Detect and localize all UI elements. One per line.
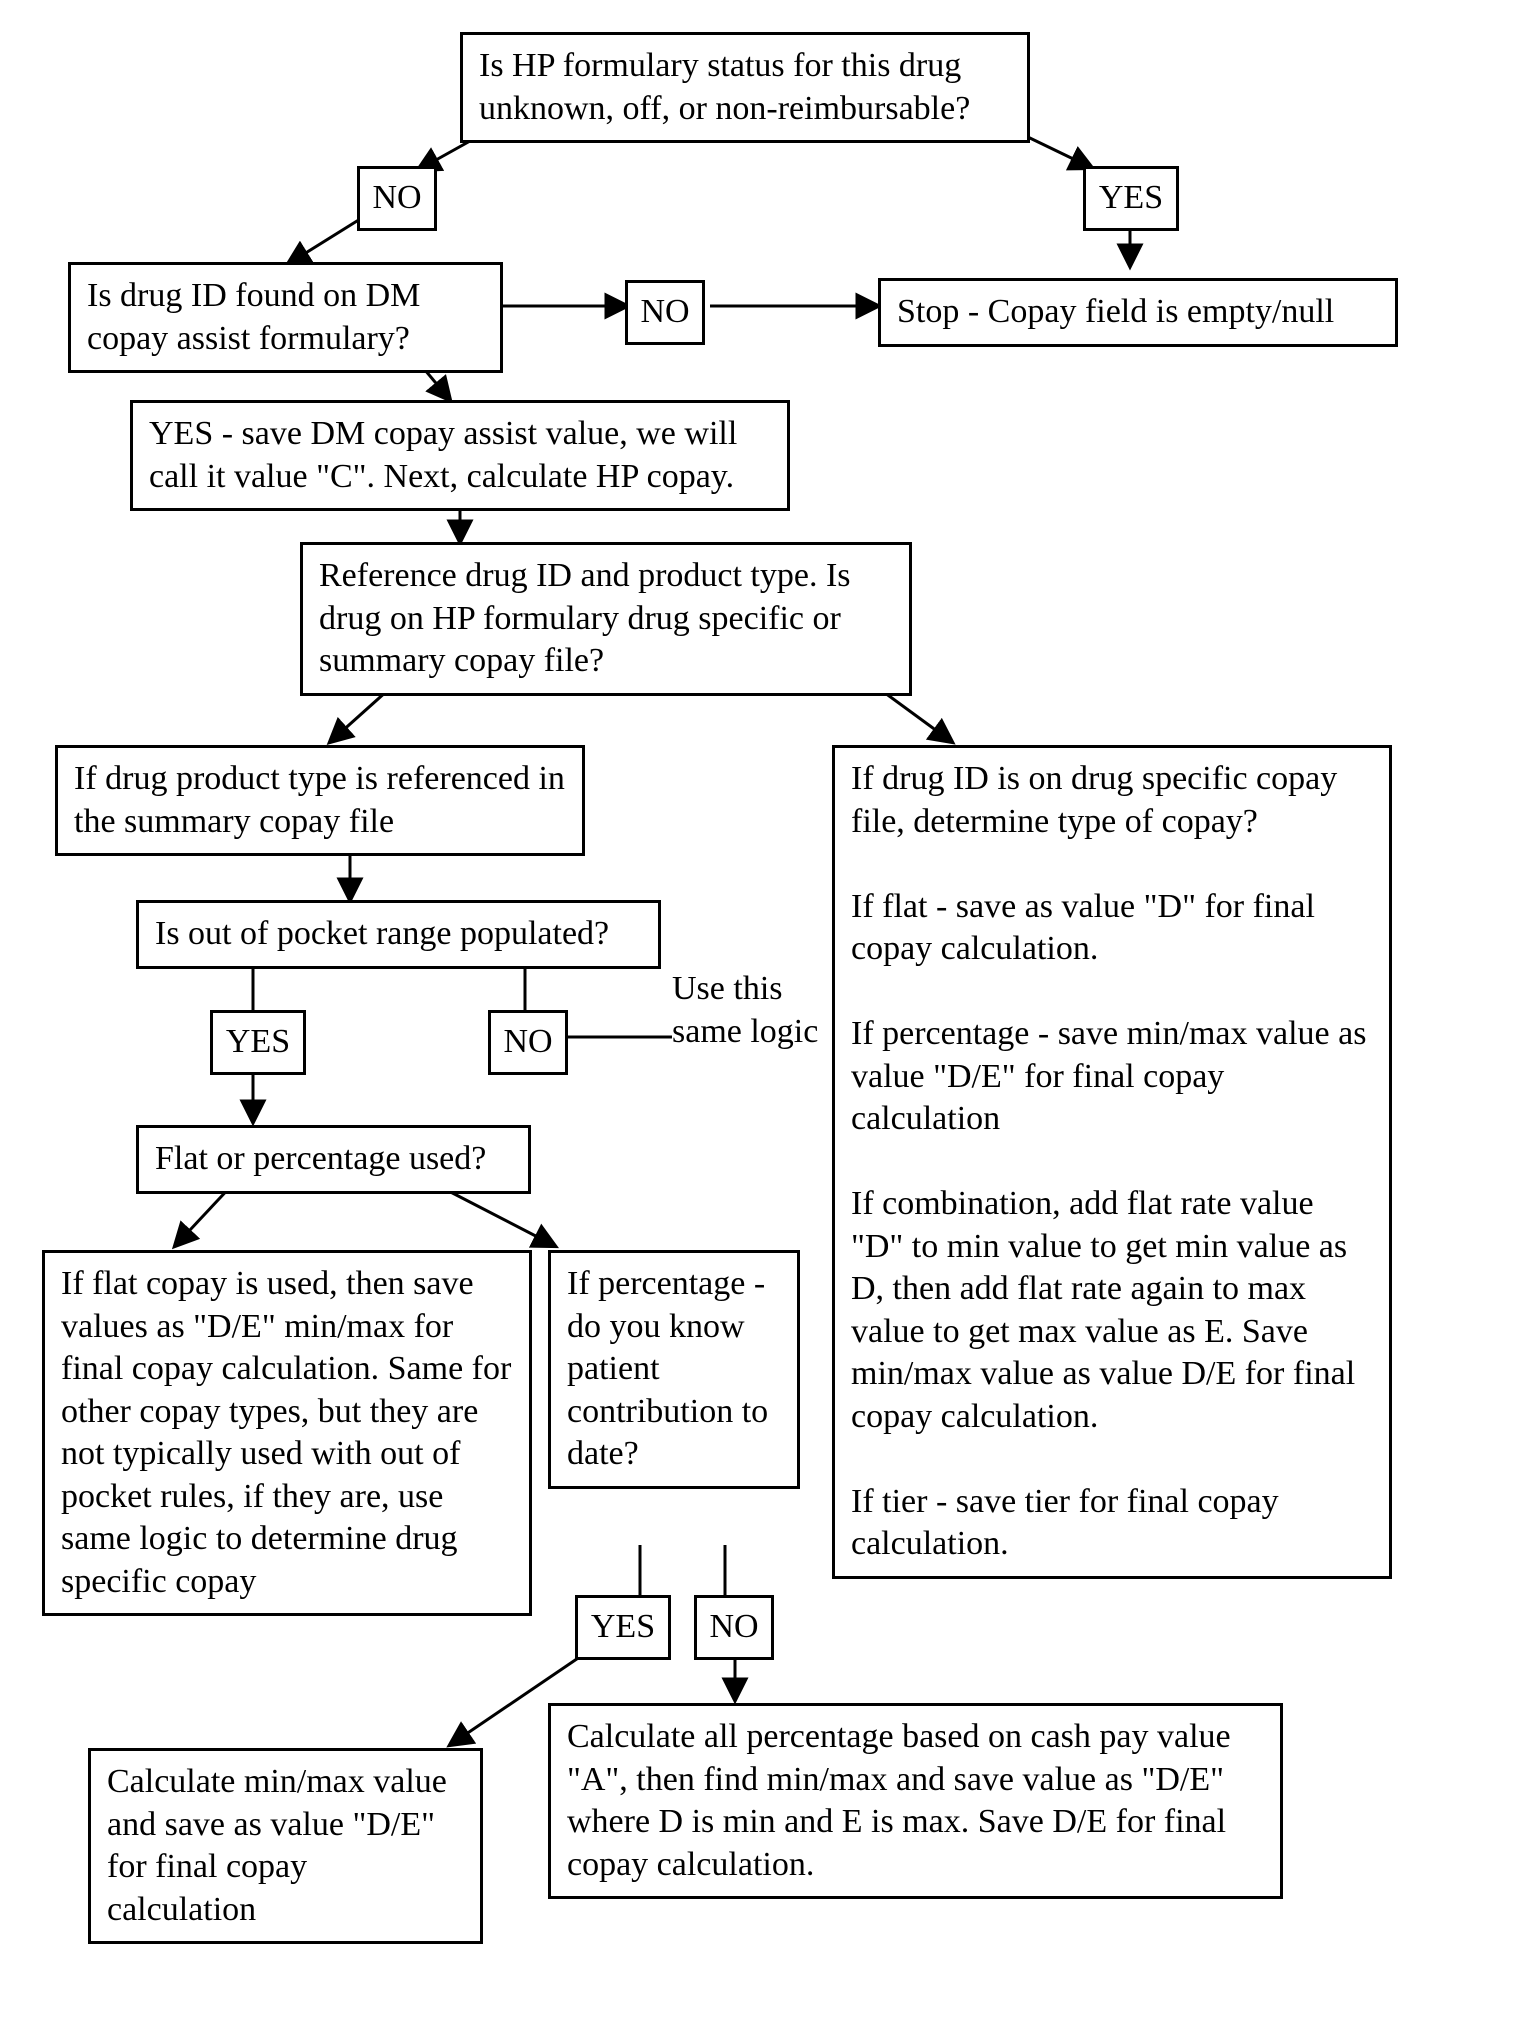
node-calc-minmax: Calculate min/max value and save as valu… — [88, 1748, 483, 1944]
flowchart-canvas: Is HP formulary status for this drug unk… — [0, 0, 1534, 2024]
label-yes-4: YES — [575, 1595, 671, 1660]
node-formulary-status: Is HP formulary status for this drug unk… — [460, 32, 1030, 143]
label-no-1: NO — [357, 166, 437, 231]
node-oop-range: Is out of pocket range populated? — [136, 900, 661, 969]
label-no-3: NO — [488, 1010, 568, 1075]
node-summary-file: If drug product type is referenced in th… — [55, 745, 585, 856]
node-drug-id-dm: Is drug ID found on DM copay assist form… — [68, 262, 503, 373]
node-reference-drug-id: Reference drug ID and product type. Is d… — [300, 542, 912, 696]
label-use-same-logic: Use this same logic — [672, 968, 832, 1053]
node-stop-empty: Stop - Copay field is empty/null — [878, 278, 1398, 347]
label-no-4: NO — [694, 1595, 774, 1660]
label-yes-1: YES — [1083, 166, 1179, 231]
node-flat-or-percentage: Flat or percentage used? — [136, 1125, 531, 1194]
node-save-c: YES - save DM copay assist value, we wil… — [130, 400, 790, 511]
node-drug-specific-file: If drug ID is on drug specific copay fil… — [832, 745, 1392, 1579]
node-flat-copay-logic: If flat copay is used, then save values … — [42, 1250, 532, 1616]
label-no-2: NO — [625, 280, 705, 345]
label-yes-3: YES — [210, 1010, 306, 1075]
node-calc-percentage-cashpay: Calculate all percentage based on cash p… — [548, 1703, 1283, 1899]
node-percentage-contribution: If percentage - do you know patient cont… — [548, 1250, 800, 1489]
